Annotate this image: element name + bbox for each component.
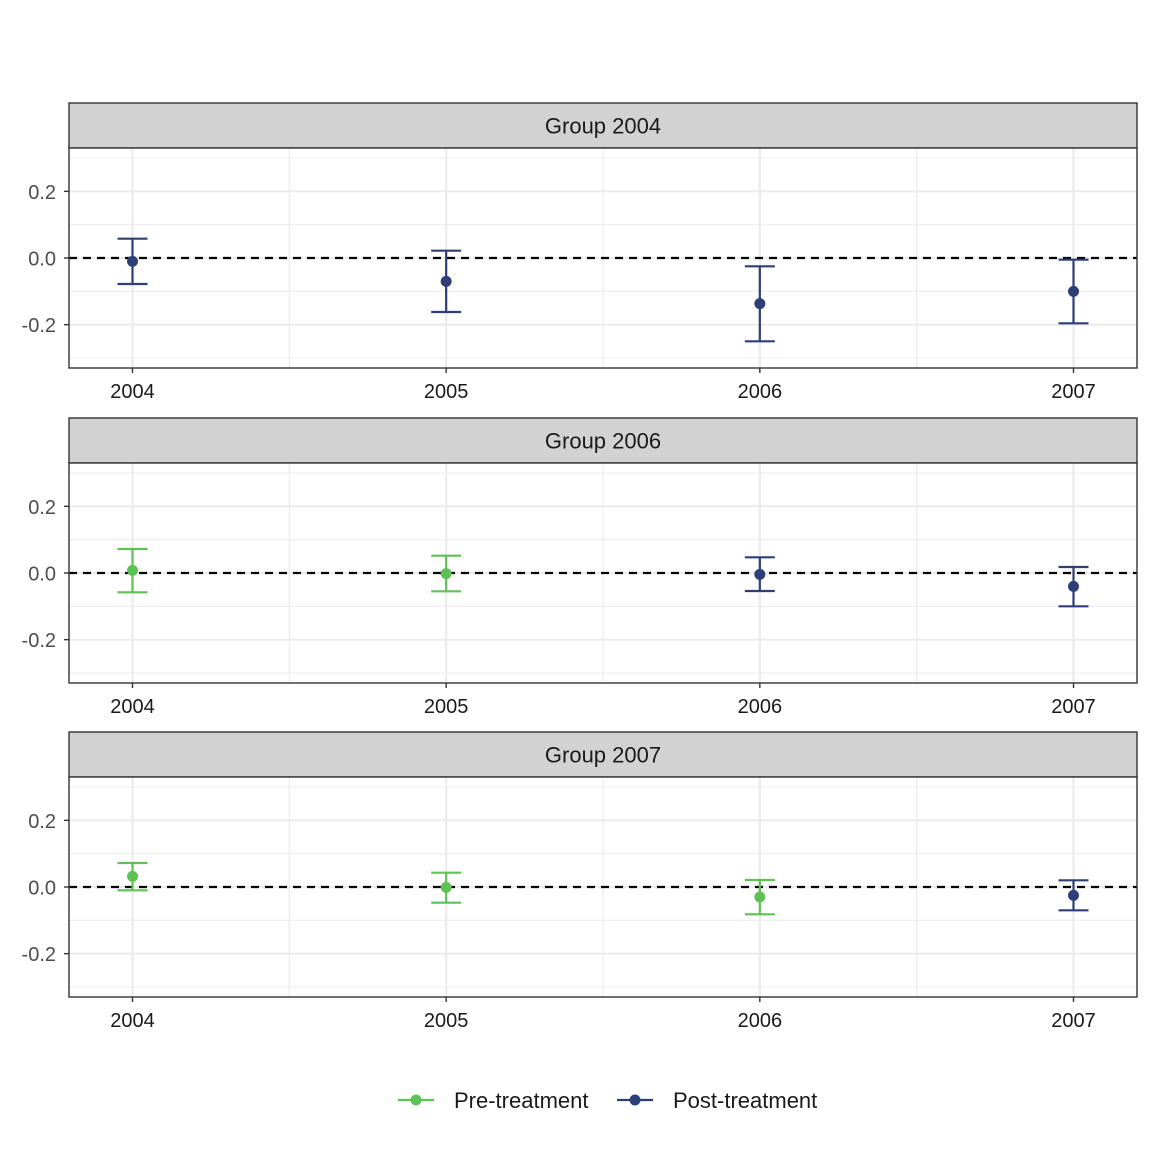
data-point — [1068, 889, 1079, 901]
data-point — [440, 881, 452, 893]
x-tick-label: 2006 — [738, 1010, 783, 1032]
data-point — [1068, 285, 1079, 297]
x-tick-label: 2006 — [738, 696, 783, 718]
data-point-group — [1058, 565, 1089, 608]
data-point — [127, 564, 138, 576]
panel-3: Group 2007 -0.2 0.0 0.2 2004 2005 2006 2007 — [22, 731, 1138, 1032]
y-tick-label: 0.2 — [28, 182, 56, 204]
data-point — [754, 891, 766, 903]
x-tick-label: 2004 — [110, 381, 155, 403]
x-tick-label: 2004 — [110, 1010, 155, 1032]
data-point-group — [117, 237, 148, 286]
data-point-group — [431, 871, 462, 904]
data-point-group — [1058, 879, 1089, 912]
legend: Pre-treatment Post-treatment — [398, 1088, 817, 1113]
y-tick-label: -0.2 — [22, 630, 56, 652]
x-tick-label: 2007 — [1051, 1010, 1096, 1032]
x-tick-label: 2007 — [1051, 696, 1096, 718]
legend-post-label: Post-treatment — [673, 1088, 817, 1113]
panel-1: Group 2004 -0.2 0.0 0.2 2004 2005 2006 2007 — [22, 102, 1138, 403]
data-point-group — [117, 547, 148, 594]
data-point — [1068, 580, 1079, 592]
panel-title: Group 2007 — [545, 743, 661, 768]
data-point-group — [117, 861, 148, 892]
legend-pre-key-point — [410, 1094, 422, 1106]
data-point-group — [431, 554, 462, 593]
y-tick-label: 0.0 — [28, 249, 56, 271]
legend-post-key-point — [629, 1094, 641, 1106]
panel-title: Group 2004 — [545, 114, 661, 139]
legend-pre-label: Pre-treatment — [454, 1088, 589, 1113]
data-point — [440, 275, 452, 287]
panel-2: Group 2006 -0.2 0.0 0.2 2004 2005 2006 2007 — [22, 417, 1138, 718]
data-point-group — [744, 878, 775, 916]
panel-strip — [68, 102, 1138, 149]
y-tick-label: 0.0 — [28, 878, 56, 900]
data-point-group — [744, 556, 775, 593]
x-tick-label: 2007 — [1051, 381, 1096, 403]
x-tick-label: 2005 — [424, 1010, 469, 1032]
y-tick-label: -0.2 — [22, 315, 56, 337]
data-point-group — [431, 249, 462, 314]
x-tick-label: 2005 — [424, 381, 469, 403]
x-tick-label: 2006 — [738, 381, 783, 403]
y-tick-label: -0.2 — [22, 944, 56, 966]
panel-strip — [68, 731, 1138, 778]
panel-title: Group 2006 — [545, 429, 661, 454]
x-tick-label: 2004 — [110, 696, 155, 718]
data-point-group — [1058, 258, 1089, 325]
y-tick-label: 0.2 — [28, 811, 56, 833]
y-tick-label: 0.0 — [28, 564, 56, 586]
panel-strip — [68, 417, 1138, 464]
data-point — [127, 255, 138, 267]
y-tick-label: 0.2 — [28, 497, 56, 519]
x-tick-label: 2005 — [424, 696, 469, 718]
data-point — [754, 298, 766, 310]
data-point — [754, 568, 766, 580]
data-point — [440, 568, 452, 580]
data-point — [127, 870, 138, 882]
data-point-group — [744, 265, 775, 343]
